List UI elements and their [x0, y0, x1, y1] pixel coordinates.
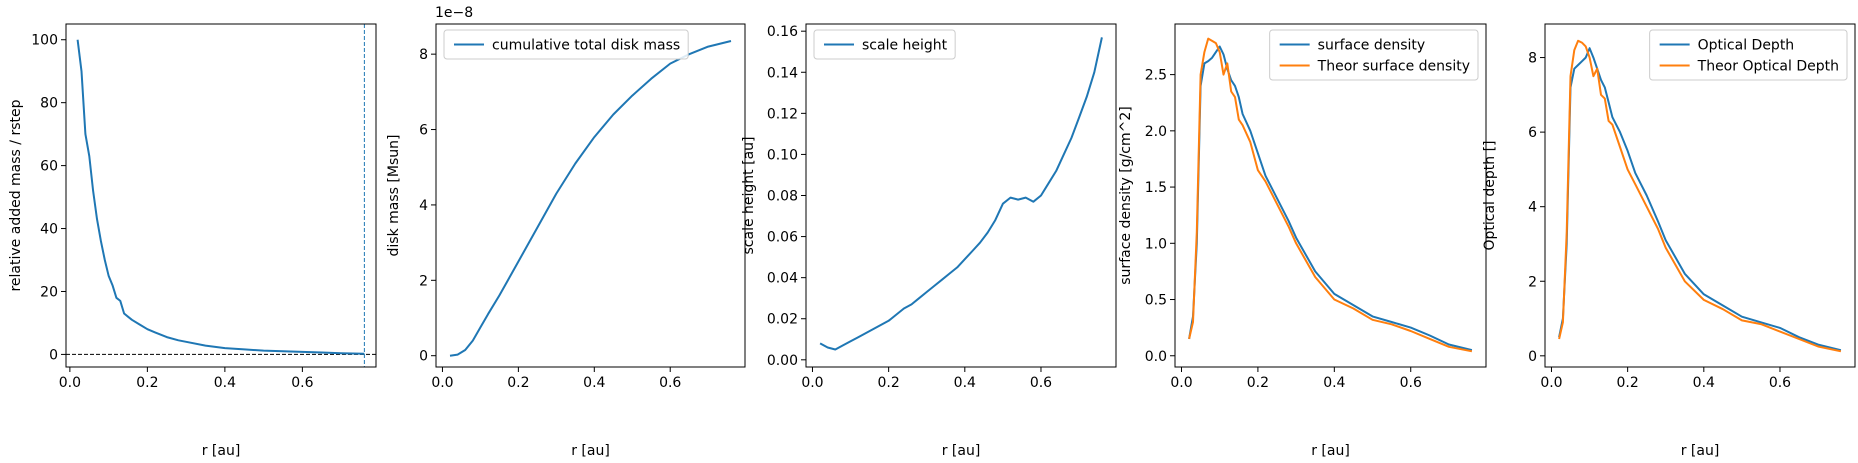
x-tick-label: 0.2: [878, 375, 900, 391]
x-tick-label: 0.4: [214, 375, 236, 391]
series-line-1: [449, 40, 732, 357]
y-axis-label: disk mass [Msun]: [386, 135, 402, 257]
y-tick-label: 1.0: [1145, 236, 1167, 252]
legend: scale height: [813, 29, 956, 60]
axes-frame: [805, 23, 1117, 368]
x-axis-label: r [au]: [571, 443, 610, 459]
series-group: [1188, 37, 1473, 353]
y-tick-label: 0: [1528, 349, 1537, 365]
legend-label: Optical Depth: [1698, 38, 1795, 54]
y-tick-label: 0.12: [767, 106, 798, 122]
chart-panel-2: 0.0 0.2 0.4 0.6 0 2 4 6 8 r [au] disk mass [Msun] 1…: [386, 5, 746, 459]
y-tick-label: 20: [40, 284, 58, 300]
legend-label: surface density: [1318, 38, 1426, 54]
x-tick-label: 0.2: [507, 375, 529, 391]
y-axis-label: relative added mass / rstep: [8, 99, 24, 291]
axes-frame: [1544, 23, 1856, 368]
x-tick-label: 0.0: [59, 375, 81, 391]
legend: cumulative total disk mass: [443, 29, 689, 60]
y-tick-label: 100: [31, 33, 58, 49]
x-tick-label: 0.0: [1540, 375, 1562, 391]
y-tick-label: 0.08: [767, 189, 798, 205]
y-tick-label: 0.16: [767, 24, 798, 40]
y-tick-label: 0: [419, 349, 428, 365]
axes-frame: [65, 23, 377, 368]
series-line-1: [76, 39, 365, 355]
y-tick-label: 0.10: [767, 147, 798, 163]
series-group: [819, 37, 1103, 351]
x-tick-label: 0.6: [1400, 375, 1422, 391]
legend-label: Theor surface density: [1317, 59, 1470, 75]
legend: Optical Depth Theor Optical Depth: [1649, 29, 1848, 81]
x-tick-label: 0.2: [1617, 375, 1639, 391]
y-axis-label: surface density [g/cm^2]: [1118, 106, 1134, 284]
x-tick-label: 0.2: [136, 375, 158, 391]
chart-panel-1: 0.0 0.2 0.4 0.6 0 20 40 60 80 100 r [au] relative a…: [8, 23, 377, 459]
y-offset-text: 1e−8: [435, 5, 473, 21]
legend-label: cumulative total disk mass: [492, 38, 680, 54]
legend-box: [1649, 29, 1848, 81]
series-group: [76, 39, 365, 355]
axes-frame: [435, 23, 746, 368]
x-tick-label: 0.4: [954, 375, 976, 391]
y-tick-label: 0.14: [767, 65, 798, 81]
legend-label: Theor Optical Depth: [1697, 59, 1839, 75]
x-axis-label: r [au]: [1681, 443, 1720, 459]
y-tick-label: 4: [1528, 200, 1537, 216]
x-axis-label: r [au]: [1311, 443, 1350, 459]
x-tick-label: 0.0: [801, 375, 823, 391]
legend-label: scale height: [862, 38, 948, 54]
legend: surface density Theor surface density: [1269, 29, 1479, 81]
y-tick-label: 0: [49, 347, 58, 363]
legend-box: [813, 29, 956, 60]
legend-box: [1269, 29, 1479, 81]
y-tick-label: 6: [419, 123, 428, 139]
y-tick-label: 1.5: [1145, 180, 1167, 196]
y-tick-label: 60: [40, 159, 58, 175]
y-tick-label: 2.0: [1145, 124, 1167, 140]
series-group: [1558, 39, 1842, 353]
x-tick-label: 0.6: [291, 375, 313, 391]
y-tick-label: 8: [419, 47, 428, 63]
y-tick-label: 6: [1528, 125, 1537, 141]
x-axis-label: r [au]: [942, 443, 981, 459]
y-tick-label: 0.04: [767, 271, 798, 287]
y-tick-label: 80: [40, 96, 58, 112]
series-line-1: [819, 37, 1103, 351]
y-tick-label: 4: [419, 198, 428, 214]
series-line-1: [1558, 47, 1842, 352]
x-tick-label: 0.0: [431, 375, 453, 391]
chart-panel-4: 0.0 0.2 0.4 0.6 0.0 0.5 1.0 1.5 2.0 2.5 r [au] surf…: [1118, 23, 1487, 459]
chart-panel-3: 0.0 0.2 0.4 0.6 0.00 0.02 0.04 0.06 0.08 0.10 0.12…: [741, 23, 1117, 459]
y-axis-label: scale height [au]: [741, 137, 757, 255]
series-line-1: [1188, 45, 1473, 352]
series-line-2: [1188, 37, 1473, 353]
y-tick-label: 2: [419, 273, 428, 289]
y-tick-label: 2.5: [1145, 68, 1167, 84]
x-tick-label: 0.2: [1247, 375, 1269, 391]
x-tick-label: 0.4: [1693, 375, 1715, 391]
y-tick-label: 2: [1528, 274, 1537, 290]
y-tick-label: 0.06: [767, 230, 798, 246]
y-tick-label: 0.5: [1145, 293, 1167, 309]
y-tick-label: 0.00: [767, 353, 798, 369]
series-group: [449, 40, 732, 357]
y-axis-label: Optical depth []: [1482, 140, 1498, 250]
y-tick-label: 0.0: [1145, 349, 1167, 365]
x-tick-label: 0.0: [1170, 375, 1192, 391]
legend-box: [443, 29, 689, 60]
x-tick-label: 0.6: [1769, 375, 1791, 391]
x-tick-label: 0.4: [583, 375, 605, 391]
chart-panel-5: 0.0 0.2 0.4 0.6 0 2 4 6 8 r [au] Optical depth [] O…: [1482, 23, 1856, 459]
axes-frame: [1174, 23, 1487, 368]
x-tick-label: 0.6: [659, 375, 681, 391]
x-tick-label: 0.6: [1030, 375, 1052, 391]
x-axis-label: r [au]: [202, 443, 241, 459]
series-line-2: [1558, 39, 1842, 353]
y-tick-label: 40: [40, 222, 58, 238]
x-tick-label: 0.4: [1323, 375, 1345, 391]
y-tick-label: 8: [1528, 51, 1537, 67]
y-tick-label: 0.02: [767, 312, 798, 328]
